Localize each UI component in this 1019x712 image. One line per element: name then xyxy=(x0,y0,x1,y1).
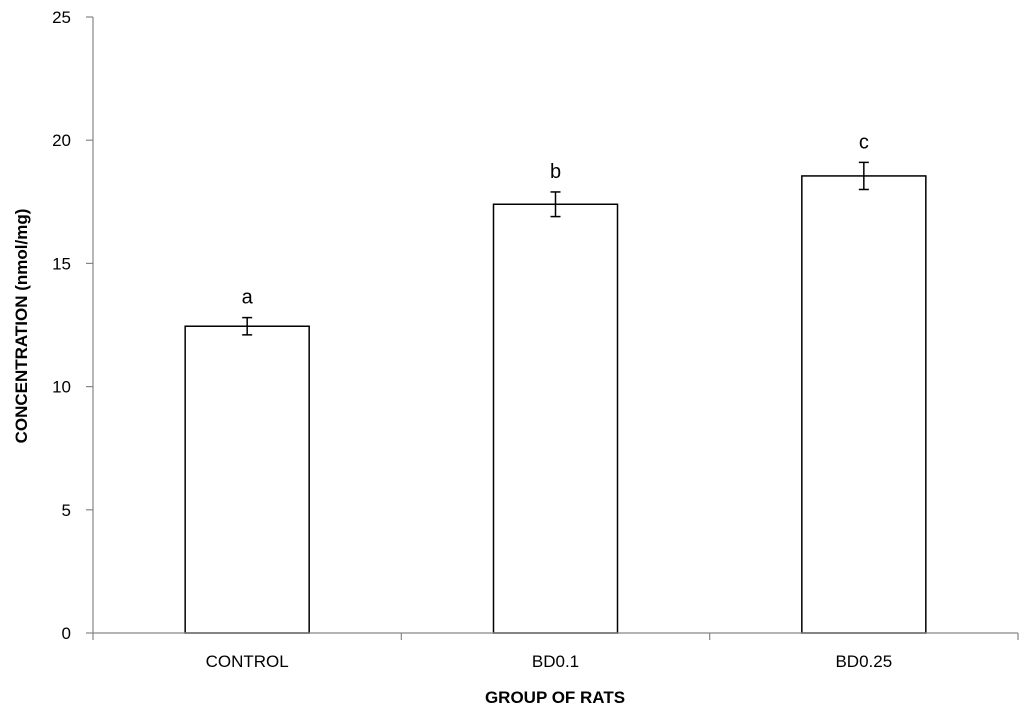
x-category-label: BD0.25 xyxy=(835,652,892,671)
x-axis-title: GROUP OF RATS xyxy=(485,688,625,707)
y-tick-label: 20 xyxy=(52,131,71,150)
y-axis-title: CONCENTRATION (nmol/mg) xyxy=(12,209,31,444)
bar xyxy=(801,175,927,634)
y-axis-ticks: 0 5 10 15 20 25 xyxy=(52,8,93,643)
significance-label: c xyxy=(859,131,869,153)
bar xyxy=(492,203,619,634)
bars: a CONTROL b BD0.1 c BD0.25 xyxy=(184,131,927,671)
significance-label: b xyxy=(550,161,561,183)
y-tick-label: 10 xyxy=(52,378,71,397)
y-tick-label: 15 xyxy=(52,254,71,273)
error-bar xyxy=(858,161,869,191)
x-axis-ticks xyxy=(92,633,1019,640)
x-category-label: CONTROL xyxy=(206,652,289,671)
significance-label: a xyxy=(242,287,254,309)
y-tick-label: 25 xyxy=(52,8,71,27)
error-bar xyxy=(550,191,561,218)
y-tick-label: 0 xyxy=(62,624,71,643)
y-tick-label: 5 xyxy=(62,501,71,520)
bar xyxy=(184,325,310,634)
error-bar xyxy=(242,316,253,336)
x-category-label: BD0.1 xyxy=(532,652,579,671)
